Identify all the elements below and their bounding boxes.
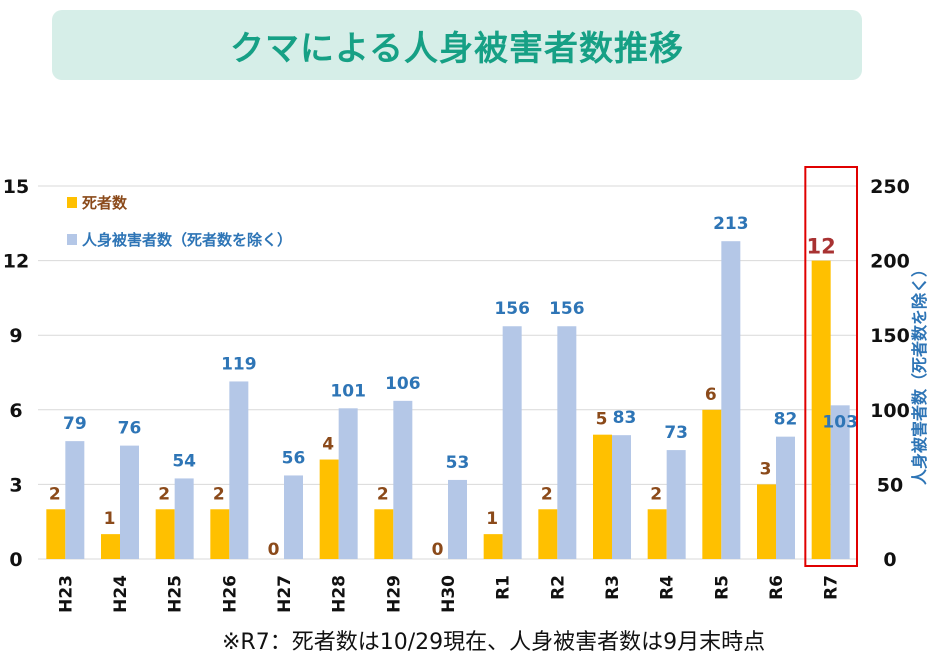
right-tick-label: 100: [870, 400, 910, 422]
injuries-data-label: 53: [446, 453, 470, 473]
bar-injuries-R6: [776, 436, 795, 559]
bar-deaths-R6: [757, 484, 776, 559]
injuries-data-label: 156: [549, 299, 585, 319]
deaths-data-label: 2: [377, 484, 389, 504]
injuries-data-label: 213: [713, 214, 749, 234]
highlight-box-R7: [804, 166, 858, 567]
category-label: H28: [330, 575, 350, 613]
category-label: H26: [220, 575, 240, 613]
left-tick-label: 3: [9, 474, 22, 496]
bar-deaths-R4: [647, 509, 667, 559]
legend-swatch: [67, 234, 77, 245]
injuries-data-label: 106: [385, 374, 421, 394]
bar-injuries-R3: [612, 435, 631, 559]
deaths-data-label: 12: [807, 235, 836, 259]
bar-deaths-R7: [811, 260, 831, 559]
category-label: R6: [767, 575, 787, 600]
category-label: H29: [384, 575, 404, 613]
category-label: H24: [111, 575, 131, 613]
category-label: R1: [494, 575, 514, 600]
right-axis-title: 人身被害者数（死者数を除く）: [910, 261, 929, 485]
left-tick-label: 12: [3, 251, 29, 273]
deaths-data-label: 2: [49, 484, 61, 504]
title-banner: クマによる人身被害者数推移: [52, 10, 862, 80]
category-label: H23: [56, 575, 76, 613]
injuries-data-label: 103: [822, 412, 858, 432]
category-label: H25: [166, 575, 186, 613]
legend-entry: 死者数: [82, 194, 128, 212]
bar-injuries-R4: [666, 450, 686, 559]
left-tick-label: 0: [9, 549, 22, 571]
deaths-data-label: 2: [158, 484, 170, 504]
bar-deaths-H25: [155, 509, 175, 559]
deaths-data-label: 2: [541, 484, 553, 504]
bar-injuries-H26: [229, 381, 249, 559]
left-tick-label: 15: [3, 176, 29, 198]
category-label: R2: [548, 575, 568, 600]
injuries-data-label: 79: [63, 414, 87, 434]
deaths-data-label: 5: [596, 410, 608, 430]
deaths-data-label: 6: [705, 385, 717, 405]
bar-injuries-H23: [65, 441, 85, 559]
right-tick-label: 250: [870, 176, 910, 198]
bar-injuries-H29: [393, 400, 413, 559]
left-tick-label: 9: [9, 325, 22, 347]
deaths-data-label: 2: [650, 484, 662, 504]
deaths-data-label: 2: [213, 484, 225, 504]
right-tick-label: 50: [877, 474, 903, 496]
deaths-data-label: 4: [322, 435, 334, 455]
injuries-data-label: 54: [172, 451, 196, 471]
bar-deaths-R1: [483, 534, 503, 559]
bar-deaths-H24: [101, 534, 120, 559]
legend-entry: 人身被害者数（死者数を除く）: [82, 231, 292, 249]
right-tick-label: 150: [870, 325, 910, 347]
injuries-data-label: 83: [613, 408, 637, 428]
bar-injuries-R2: [557, 326, 577, 559]
injuries-data-label: 76: [118, 419, 142, 439]
legend-swatch: [67, 197, 77, 208]
injuries-data-label: 82: [774, 410, 798, 430]
left-tick-label: 6: [9, 400, 22, 422]
deaths-data-label: 0: [268, 540, 280, 560]
category-label: R3: [603, 575, 623, 600]
bar-injuries-R5: [721, 241, 741, 560]
bar-injuries-H25: [174, 478, 194, 559]
bar-deaths-R5: [702, 409, 722, 559]
page-title: クマによる人身被害者数推移: [230, 28, 684, 69]
footnote: ※R7：死者数は10/29現在、人身被害者数は9月末時点: [222, 630, 766, 655]
deaths-data-label: 1: [104, 509, 116, 529]
injuries-data-label: 101: [330, 381, 366, 401]
bar-injuries-H24: [120, 445, 139, 559]
bar-injuries-H28: [338, 408, 358, 559]
category-label: R4: [658, 575, 678, 600]
bar-injuries-R1: [502, 326, 522, 559]
category-label: H30: [439, 575, 459, 613]
bar-injuries-R7: [830, 405, 850, 559]
bar-deaths-H29: [374, 509, 394, 559]
category-label: R5: [712, 575, 732, 600]
bar-deaths-H26: [210, 509, 230, 559]
injuries-data-label: 119: [221, 354, 257, 374]
right-tick-label: 0: [883, 549, 896, 571]
deaths-data-label: 0: [432, 540, 444, 560]
bar-injuries-H27: [284, 475, 303, 559]
injuries-data-label: 156: [494, 299, 530, 319]
bar-deaths-R2: [538, 509, 558, 559]
deaths-data-label: 1: [486, 509, 498, 529]
bar-injuries-H30: [448, 479, 467, 559]
category-label: H27: [275, 575, 295, 613]
right-tick-label: 200: [870, 251, 910, 273]
injuries-data-label: 56: [282, 448, 306, 468]
bar-deaths-H28: [319, 459, 339, 559]
category-label: R7: [822, 575, 842, 600]
injuries-data-label: 73: [664, 423, 688, 443]
bar-deaths-R3: [593, 434, 612, 559]
bar-deaths-H23: [46, 509, 66, 559]
deaths-data-label: 3: [760, 459, 772, 479]
